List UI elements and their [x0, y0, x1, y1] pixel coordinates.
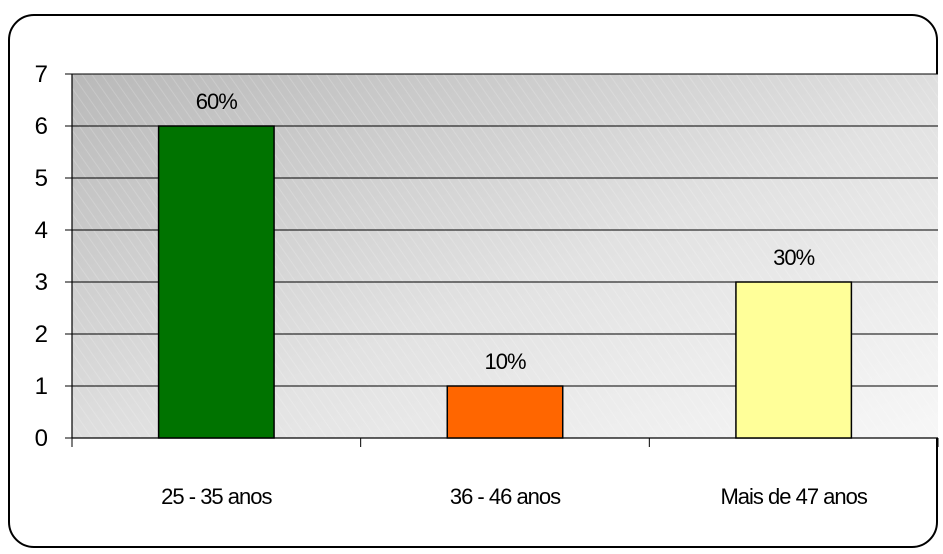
bar-3 — [735, 281, 853, 439]
bars — [157, 125, 853, 439]
y-tick-label: 2 — [35, 321, 48, 348]
data-label: 60% — [196, 89, 237, 114]
data-label: 30% — [773, 245, 814, 270]
category-label: Mais de 47 anos — [720, 484, 867, 509]
y-tick-label: 5 — [35, 165, 48, 192]
y-tick-labels: 0 1 2 3 4 5 6 7 — [35, 61, 48, 452]
y-tick-label: 3 — [35, 269, 48, 296]
y-tick-label: 1 — [35, 373, 48, 400]
data-labels: 60% 10% 30% — [196, 89, 816, 374]
y-tick-label: 4 — [35, 217, 48, 244]
category-label: 25 - 35 anos — [161, 484, 272, 509]
bar-2 — [446, 385, 564, 439]
category-labels: 25 - 35 anos 36 - 46 anos Mais de 47 anos — [161, 484, 869, 509]
y-tick-label: 7 — [35, 61, 48, 88]
category-label: 36 - 46 anos — [450, 484, 561, 509]
data-label: 10% — [484, 349, 525, 374]
y-tick-label: 0 — [35, 425, 48, 452]
bar-1 — [157, 125, 275, 439]
y-tick-label: 6 — [35, 113, 48, 140]
